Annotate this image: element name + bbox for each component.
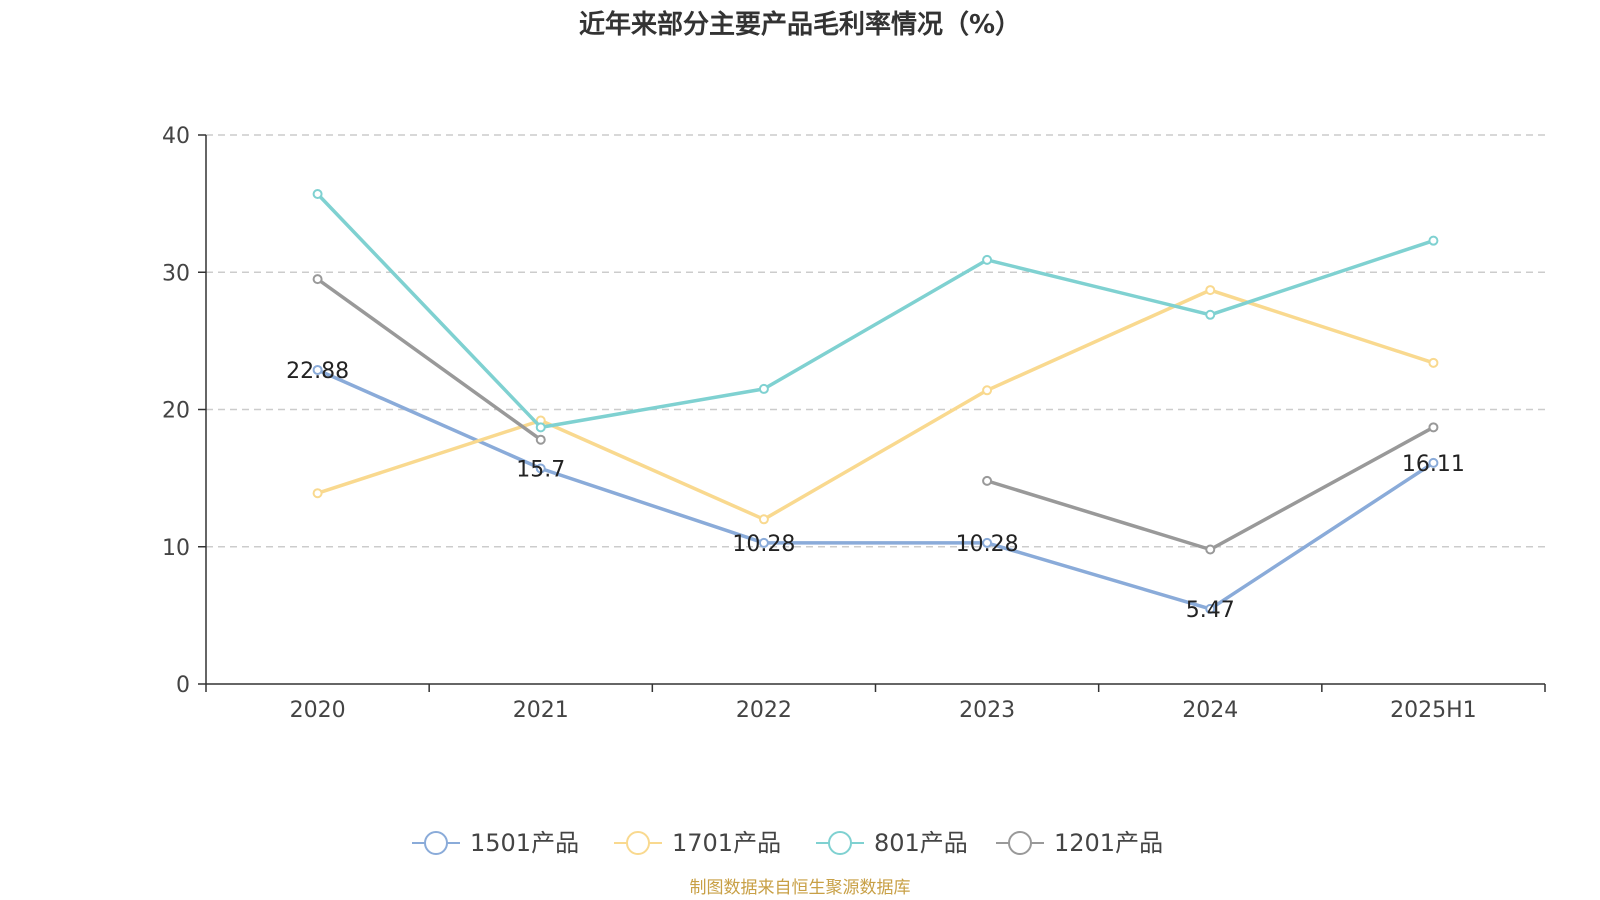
data-point <box>982 475 993 486</box>
data-point <box>312 488 323 499</box>
data-point <box>1205 309 1216 320</box>
series-3 <box>312 189 1439 433</box>
x-tick-label: 2020 <box>290 698 346 723</box>
data-point <box>982 254 993 265</box>
data-point <box>758 537 769 548</box>
axes: 0 10 20 30 40 2020 2021 2022 2023 2024 2025H1 <box>162 124 1546 723</box>
data-point <box>1428 357 1439 368</box>
grid-lines <box>206 134 1545 548</box>
legend-item-2: 1701产品 <box>614 829 781 857</box>
data-point <box>758 514 769 525</box>
legend-item-4: 1201产品 <box>996 829 1163 857</box>
legend-label: 1501产品 <box>470 829 579 857</box>
legend: 1501产品 1701产品 801产品 1201产品 <box>412 829 1163 857</box>
data-point <box>758 383 769 394</box>
data-point <box>312 364 323 375</box>
y-tick-label: 30 <box>162 261 190 286</box>
data-point <box>982 385 993 396</box>
data-label: 15.7 <box>516 458 565 483</box>
legend-label: 1701产品 <box>672 829 781 857</box>
data-point <box>1428 457 1439 468</box>
data-point <box>1205 544 1216 555</box>
series-4 <box>312 274 1439 555</box>
y-tick-label: 0 <box>176 673 190 698</box>
series-2 <box>312 285 1439 525</box>
x-tick-label: 2023 <box>959 698 1015 723</box>
data-point <box>312 274 323 285</box>
y-tick-label: 10 <box>162 536 190 561</box>
y-tick-label: 20 <box>162 399 190 424</box>
legend-marker <box>828 831 852 855</box>
chart-title: 近年来部分主要产品毛利率情况（%） <box>579 9 1021 40</box>
series-lines <box>312 189 1439 614</box>
legend-marker <box>626 831 650 855</box>
data-labels: 22.88 15.7 10.28 10.28 5.47 16.11 <box>286 359 1465 623</box>
data-point <box>1205 285 1216 296</box>
x-tick-label: 2025H1 <box>1390 698 1477 723</box>
data-point <box>1428 235 1439 246</box>
legend-marker <box>424 831 448 855</box>
data-label: 5.47 <box>1186 598 1235 623</box>
x-tick-label: 2024 <box>1182 698 1238 723</box>
legend-item-3: 801产品 <box>816 829 968 857</box>
legend-label: 1201产品 <box>1054 829 1163 857</box>
data-label: 22.88 <box>286 359 349 384</box>
legend-label: 801产品 <box>874 829 968 857</box>
data-label: 10.28 <box>956 532 1019 557</box>
series-line <box>316 368 1435 611</box>
y-tick-label: 40 <box>162 124 190 149</box>
legend-item-1: 1501产品 <box>412 829 579 857</box>
data-label: 16.11 <box>1402 452 1465 477</box>
data-point <box>535 463 546 474</box>
data-point <box>535 422 546 433</box>
data-point <box>312 189 323 200</box>
series-line <box>316 192 1434 430</box>
data-point <box>1428 422 1439 433</box>
series-line <box>986 425 1435 552</box>
x-tick-label: 2021 <box>513 698 569 723</box>
series-line <box>316 277 542 442</box>
data-point <box>982 537 993 548</box>
x-tick-label: 2022 <box>736 698 792 723</box>
data-label: 10.28 <box>732 532 795 557</box>
data-point <box>535 434 546 445</box>
series-1 <box>312 364 1439 614</box>
data-point <box>1205 603 1216 614</box>
source-note: 制图数据来自恒生聚源数据库 <box>690 878 911 898</box>
legend-marker <box>1008 831 1032 855</box>
